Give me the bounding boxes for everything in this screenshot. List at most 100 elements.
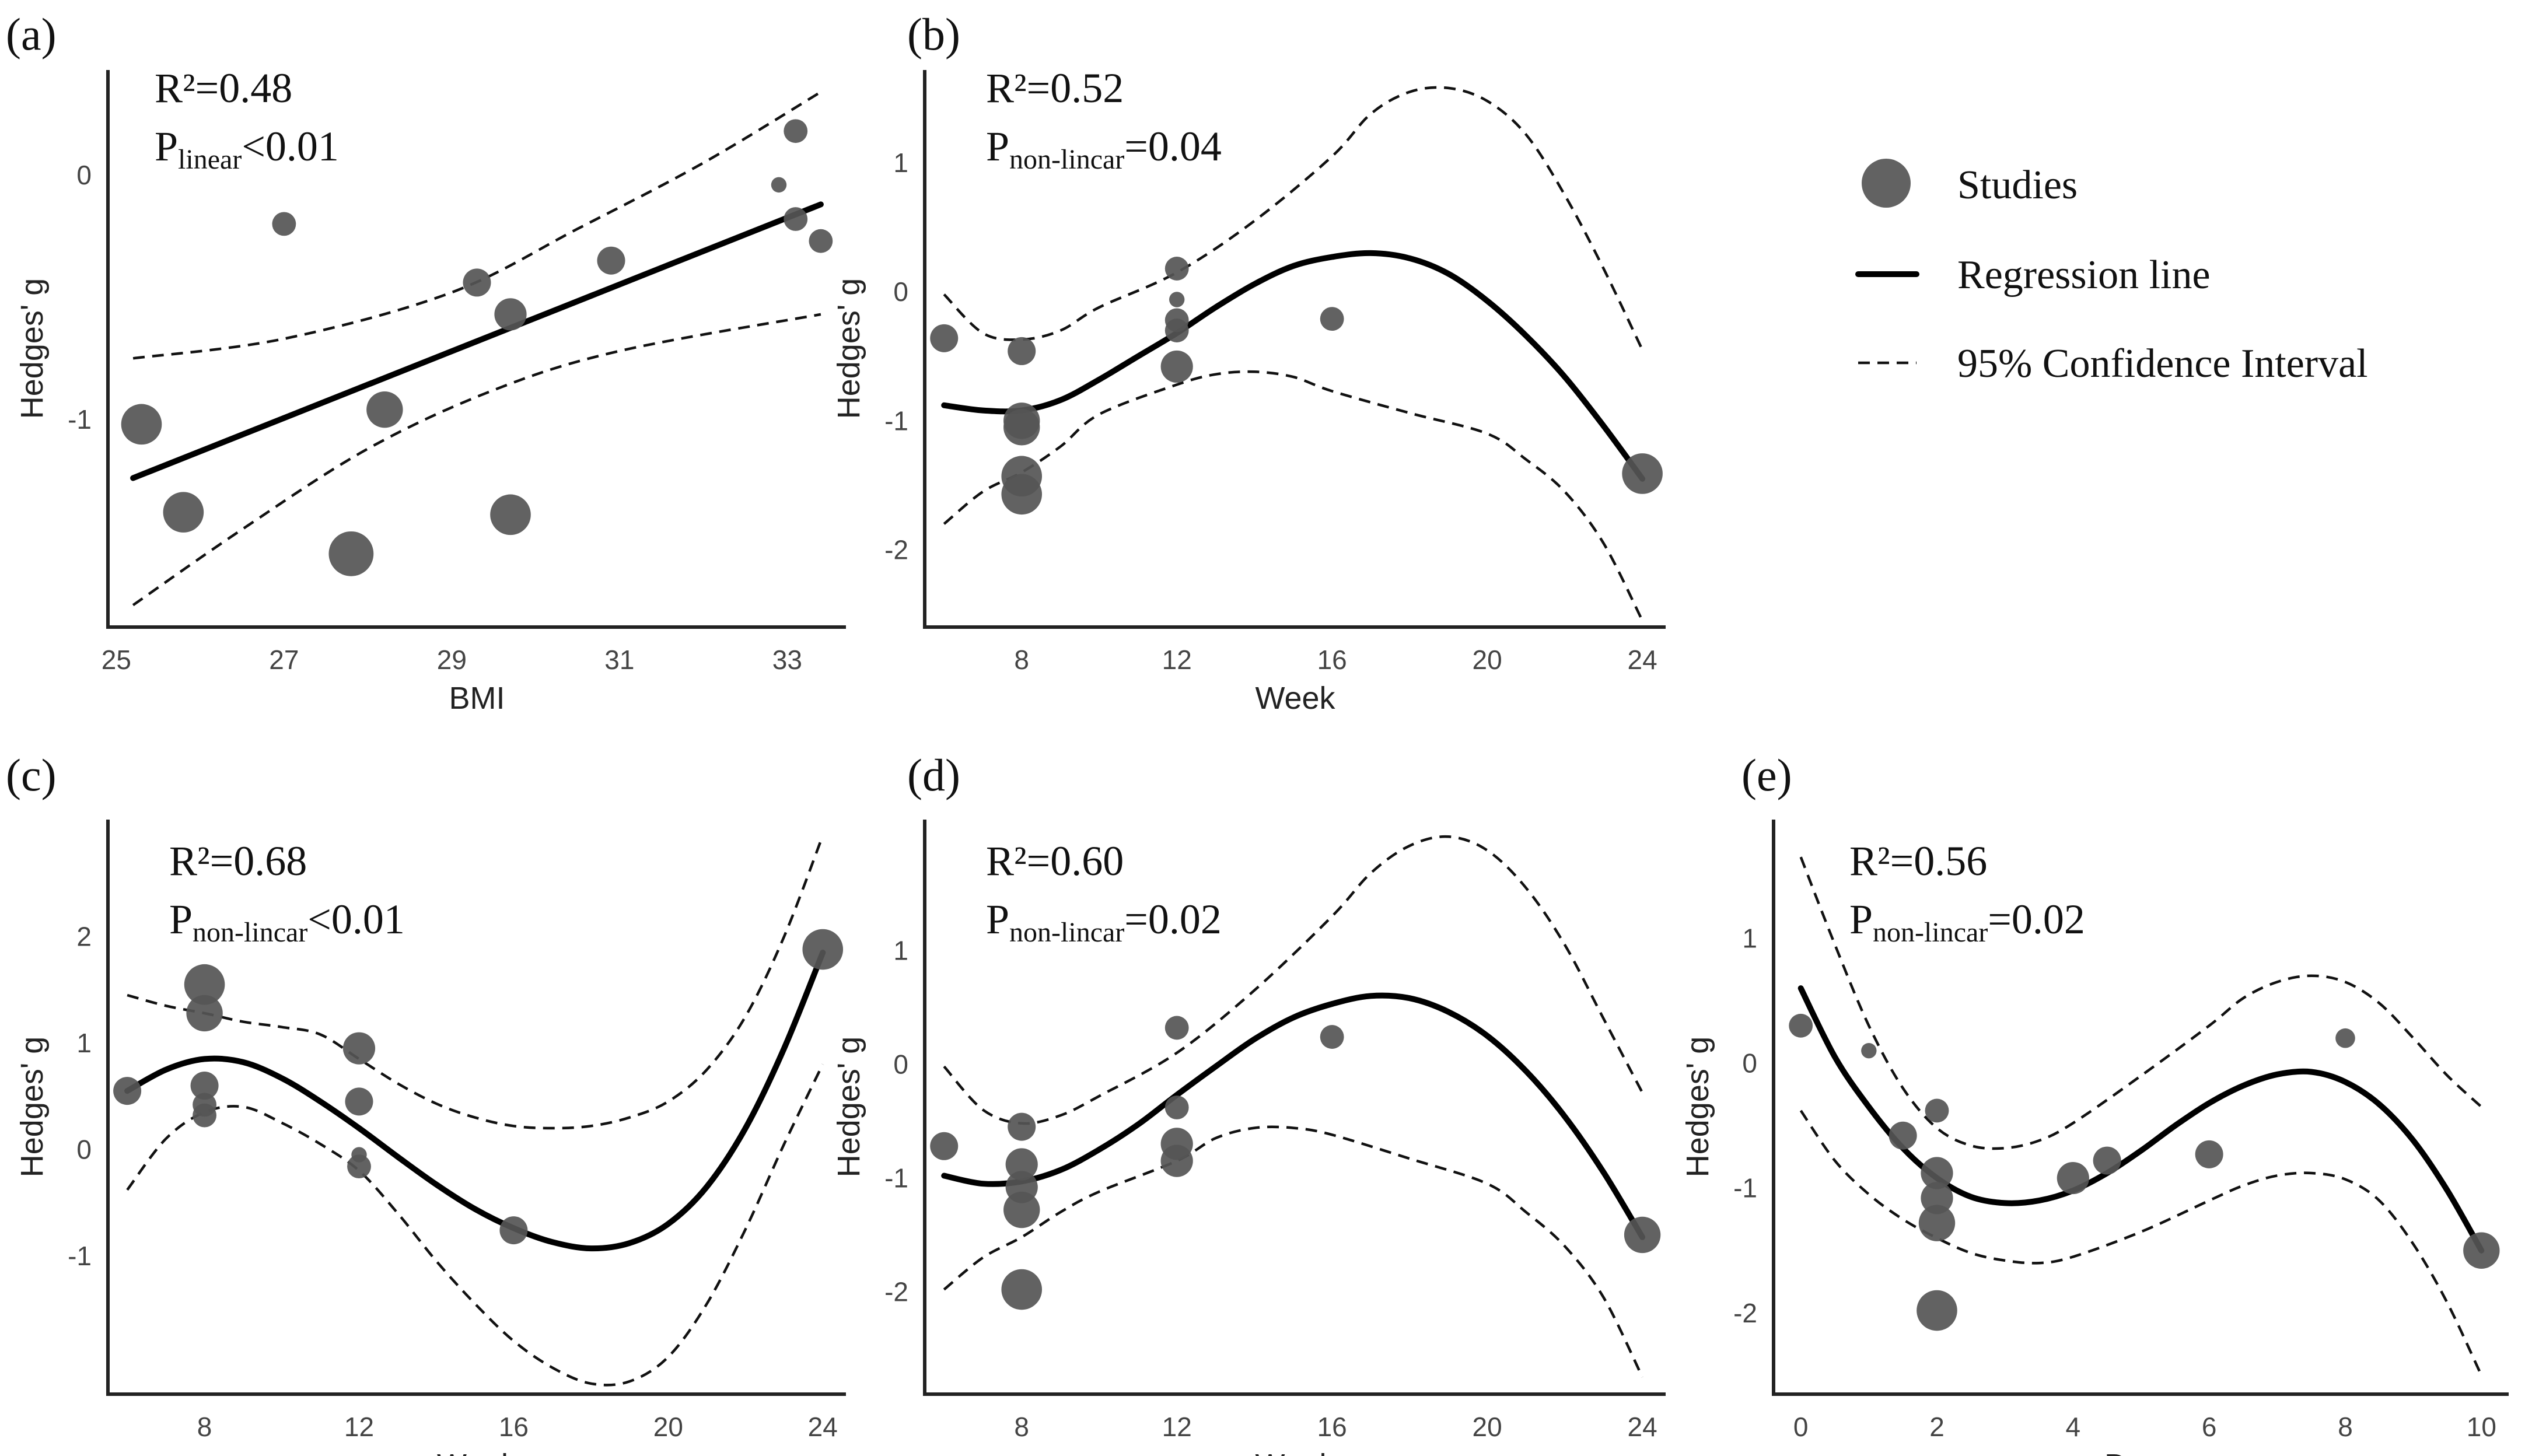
study-point: [1001, 474, 1043, 515]
study-point: [1624, 1216, 1661, 1254]
p-rest: =0.02: [1988, 896, 2085, 943]
ci-lower-line: [132, 313, 821, 607]
axes: [1772, 820, 2509, 1396]
p-value-text: Pnon-lincar=0.02: [1849, 896, 2085, 948]
study-point: [342, 1032, 376, 1065]
x-tick-label: 6: [2202, 1412, 2217, 1442]
p-rest: =0.02: [1124, 896, 1222, 943]
x-tick-label: 16: [1317, 645, 1347, 675]
x-tick-label: 8: [1014, 1412, 1029, 1442]
x-tick-label: 4: [2066, 1412, 2081, 1442]
y-tick-label: 1: [893, 935, 908, 965]
study-point: [1008, 337, 1036, 365]
p-value-text: Pnon-lincar<0.01: [169, 896, 405, 948]
study-point: [784, 207, 808, 231]
study-point: [163, 492, 204, 533]
study-point: [784, 119, 808, 144]
panel-label: (d): [907, 750, 960, 800]
y-tick-label: -1: [884, 1163, 908, 1193]
legend-studies-label: Studies: [1957, 163, 2078, 208]
legend-ci-label: 95% Confidence Interval: [1957, 341, 2368, 386]
regression-line: [130, 201, 824, 481]
study-point: [1005, 1148, 1038, 1181]
study-point: [121, 404, 162, 445]
regression-line: [1797, 985, 2485, 1254]
x-tick-label: 8: [197, 1412, 212, 1442]
panel-label: (c): [6, 750, 57, 800]
study-point: [1008, 1112, 1036, 1141]
y-tick-label: -2: [884, 1276, 908, 1307]
p-main: P: [169, 896, 193, 943]
study-point: [328, 531, 374, 576]
study-point: [499, 1216, 528, 1245]
legend-regression-label: Regression line: [1957, 253, 2211, 298]
study-point: [345, 1087, 373, 1116]
study-point: [1888, 1121, 1917, 1150]
y-tick-label: -1: [1733, 1173, 1757, 1203]
x-tick-label: 16: [499, 1412, 529, 1442]
p-value-text: Plinear<0.01: [155, 123, 339, 175]
y-tick-label: 1: [76, 1028, 92, 1058]
study-point: [1622, 453, 1663, 494]
study-point: [347, 1154, 371, 1179]
x-axis-label: Week: [1255, 1448, 1335, 1456]
x-axis-label: BMI: [449, 681, 505, 716]
panel-b: (b) 8 12 16 20 24 -2 -1 0 1 Week Hedges' g R²=0.52 Pn…: [831, 9, 1666, 716]
y-tick-label: -2: [884, 534, 908, 565]
x-tick-label: 24: [808, 1412, 838, 1442]
x-axis-label: Dose: [2104, 1448, 2178, 1456]
study-point: [186, 995, 223, 1032]
study-point: [494, 298, 527, 331]
p-main: P: [155, 123, 178, 170]
x-tick-label: 29: [437, 645, 467, 675]
study-point: [1164, 1016, 1189, 1040]
x-axis-label: Week: [437, 1448, 517, 1456]
ci-upper-line: [943, 86, 1644, 351]
study-point: [1925, 1098, 1949, 1123]
study-point: [1164, 318, 1189, 342]
x-tick-label: 24: [1628, 645, 1657, 675]
legend-studies-marker: [1862, 159, 1911, 208]
p-main: P: [1849, 896, 1873, 943]
study-point: [2057, 1161, 2089, 1195]
regression-line: [941, 992, 1646, 1240]
panel-label: (b): [907, 9, 960, 60]
study-point: [1169, 292, 1185, 307]
study-point: [193, 1103, 216, 1128]
y-tick-label: 0: [893, 1049, 908, 1079]
study-point: [809, 229, 833, 253]
x-tick-label: 16: [1317, 1412, 1347, 1442]
ci-upper-line: [132, 90, 822, 360]
y-axis-label: Hedges' g: [831, 1037, 866, 1177]
r-squared-text: R²=0.52: [986, 65, 1124, 111]
study-point: [463, 268, 491, 297]
x-tick-label: 0: [1793, 1412, 1809, 1442]
r-squared-text: R²=0.56: [1849, 838, 1987, 884]
study-point: [1003, 409, 1040, 446]
study-point: [802, 929, 844, 970]
p-main: P: [986, 896, 1009, 943]
study-point: [2335, 1028, 2355, 1048]
panel-label: (a): [6, 9, 57, 60]
axes: [106, 70, 846, 629]
x-tick-label: 24: [1628, 1412, 1657, 1442]
study-point: [113, 1077, 142, 1105]
legend: Studies Regression line 95% Confidence I…: [1855, 159, 2368, 386]
x-tick-label: 2: [1929, 1412, 1945, 1442]
study-point: [1918, 1205, 1956, 1241]
study-point: [2093, 1146, 2121, 1175]
panel-a: (a) 25 27 29 31 33 -1 0 BMI Hedges' g R²=0.48 Pline…: [6, 9, 846, 716]
ci-lower-line: [126, 1063, 824, 1387]
axes: [923, 820, 1666, 1396]
study-point: [272, 212, 296, 236]
axes: [106, 820, 846, 1396]
p-subscript: linear: [178, 144, 242, 175]
x-tick-label: 8: [2338, 1412, 2353, 1442]
x-axis-label: Week: [1255, 681, 1335, 716]
study-point: [1921, 1157, 1953, 1189]
study-point: [1160, 350, 1193, 383]
regression-line: [941, 250, 1646, 482]
p-value-text: Pnon-lincar=0.02: [986, 896, 1222, 948]
